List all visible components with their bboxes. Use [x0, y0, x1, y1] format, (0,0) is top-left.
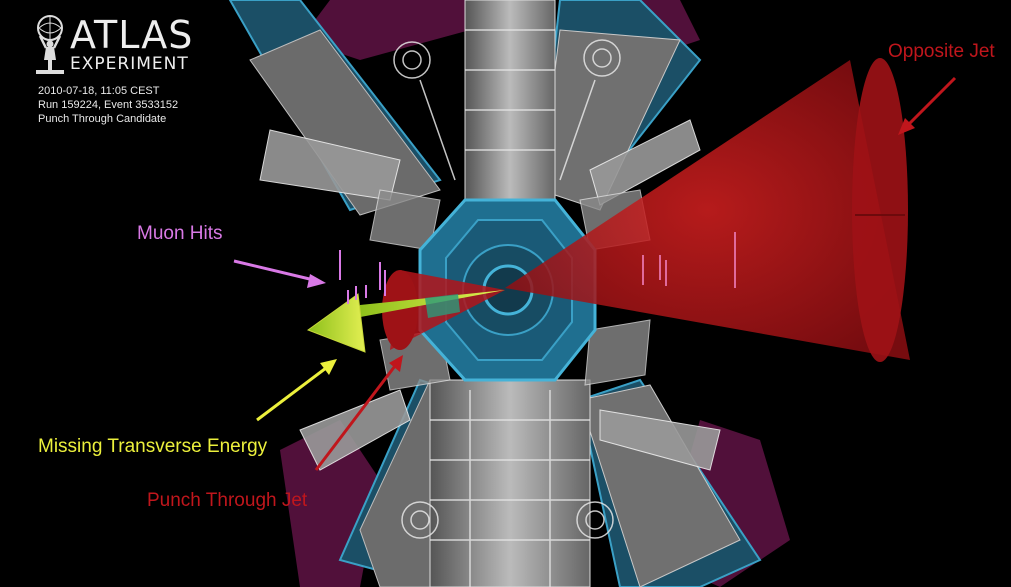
atlas-figure-icon — [36, 15, 64, 74]
punch-through-jet-label: Punch Through Jet — [147, 490, 308, 511]
opposite-jet-label: Opposite Jet — [888, 41, 995, 62]
missing-et-arrow — [306, 290, 505, 353]
upper-structure — [228, 0, 702, 216]
event-run: Run 159224, Event 3533152 — [38, 99, 179, 111]
punch-through-arrow — [314, 355, 403, 471]
event-datetime: 2010-07-18, 11:05 CEST — [38, 85, 160, 97]
atlas-logo: ATLAS EXPERIMENT — [30, 14, 200, 82]
event-description: Punch Through Candidate — [38, 113, 167, 125]
muon-hits-arrow — [233, 259, 326, 288]
missing-et-pointer-arrow — [256, 359, 337, 422]
muon-hit-markers — [339, 250, 386, 304]
missing-et-label: Missing Transverse Energy — [38, 436, 268, 457]
logo-subtitle: EXPERIMENT — [70, 54, 189, 74]
opposite-jet-arrow — [898, 76, 957, 135]
logo-title: ATLAS — [70, 13, 194, 57]
lower-structure — [299, 378, 762, 587]
event-info: 2010-07-18, 11:05 CEST Run 159224, Event… — [38, 84, 178, 126]
calo-hit-markers — [642, 232, 736, 288]
opposite-jet-cone — [505, 58, 910, 362]
muon-hits-label: Muon Hits — [137, 223, 223, 244]
